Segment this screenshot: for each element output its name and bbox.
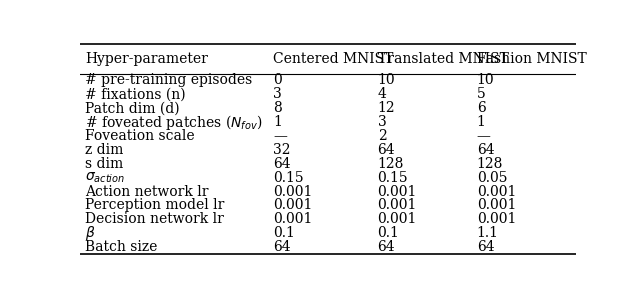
Text: 0.05: 0.05 (477, 171, 508, 185)
Text: 4: 4 (378, 87, 387, 101)
Text: 10: 10 (378, 74, 396, 87)
Text: 0.001: 0.001 (477, 198, 516, 212)
Text: 0.001: 0.001 (273, 185, 313, 199)
Text: 1: 1 (477, 115, 486, 129)
Text: 0.001: 0.001 (477, 212, 516, 226)
Text: 0.001: 0.001 (378, 198, 417, 212)
Text: 12: 12 (378, 101, 396, 115)
Text: 0.15: 0.15 (378, 171, 408, 185)
Text: 0.001: 0.001 (477, 185, 516, 199)
Text: Action network lr: Action network lr (85, 185, 209, 199)
Text: Translated MNIST: Translated MNIST (378, 52, 508, 66)
Text: # fixations (n): # fixations (n) (85, 87, 186, 101)
Text: 64: 64 (477, 240, 495, 254)
Text: Hyper-parameter: Hyper-parameter (85, 52, 208, 66)
Text: 0.1: 0.1 (378, 226, 399, 240)
Text: $\beta$: $\beta$ (85, 224, 95, 242)
Text: —: — (273, 129, 287, 143)
Text: 0.001: 0.001 (273, 198, 313, 212)
Text: Perception model lr: Perception model lr (85, 198, 225, 212)
Text: Decision network lr: Decision network lr (85, 212, 224, 226)
Text: 64: 64 (477, 143, 495, 157)
Text: 64: 64 (378, 143, 396, 157)
Text: 128: 128 (378, 157, 404, 171)
Text: # foveated patches ($N_{fov}$): # foveated patches ($N_{fov}$) (85, 113, 262, 132)
Text: 0.001: 0.001 (378, 185, 417, 199)
Text: 8: 8 (273, 101, 282, 115)
Text: Batch size: Batch size (85, 240, 157, 254)
Text: 0.1: 0.1 (273, 226, 295, 240)
Text: # pre-training episodes: # pre-training episodes (85, 74, 252, 87)
Text: 3: 3 (378, 115, 387, 129)
Text: 6: 6 (477, 101, 486, 115)
Text: Foveation scale: Foveation scale (85, 129, 195, 143)
Text: 0: 0 (273, 74, 282, 87)
Text: —: — (477, 129, 491, 143)
Text: Fashion MNIST: Fashion MNIST (477, 52, 586, 66)
Text: Patch dim (d): Patch dim (d) (85, 101, 180, 115)
Text: 128: 128 (477, 157, 503, 171)
Text: 0.15: 0.15 (273, 171, 304, 185)
Text: Centered MNIST: Centered MNIST (273, 52, 394, 66)
Text: 10: 10 (477, 74, 495, 87)
Text: 64: 64 (273, 157, 291, 171)
Text: 5: 5 (477, 87, 486, 101)
Text: 1.1: 1.1 (477, 226, 499, 240)
Text: s dim: s dim (85, 157, 124, 171)
Text: 64: 64 (273, 240, 291, 254)
Text: 64: 64 (378, 240, 396, 254)
Text: 1: 1 (273, 115, 282, 129)
Text: z dim: z dim (85, 143, 124, 157)
Text: 32: 32 (273, 143, 291, 157)
Text: 0.001: 0.001 (378, 212, 417, 226)
Text: 0.001: 0.001 (273, 212, 313, 226)
Text: $\sigma_{action}$: $\sigma_{action}$ (85, 171, 125, 185)
Text: 3: 3 (273, 87, 282, 101)
Text: 2: 2 (378, 129, 387, 143)
